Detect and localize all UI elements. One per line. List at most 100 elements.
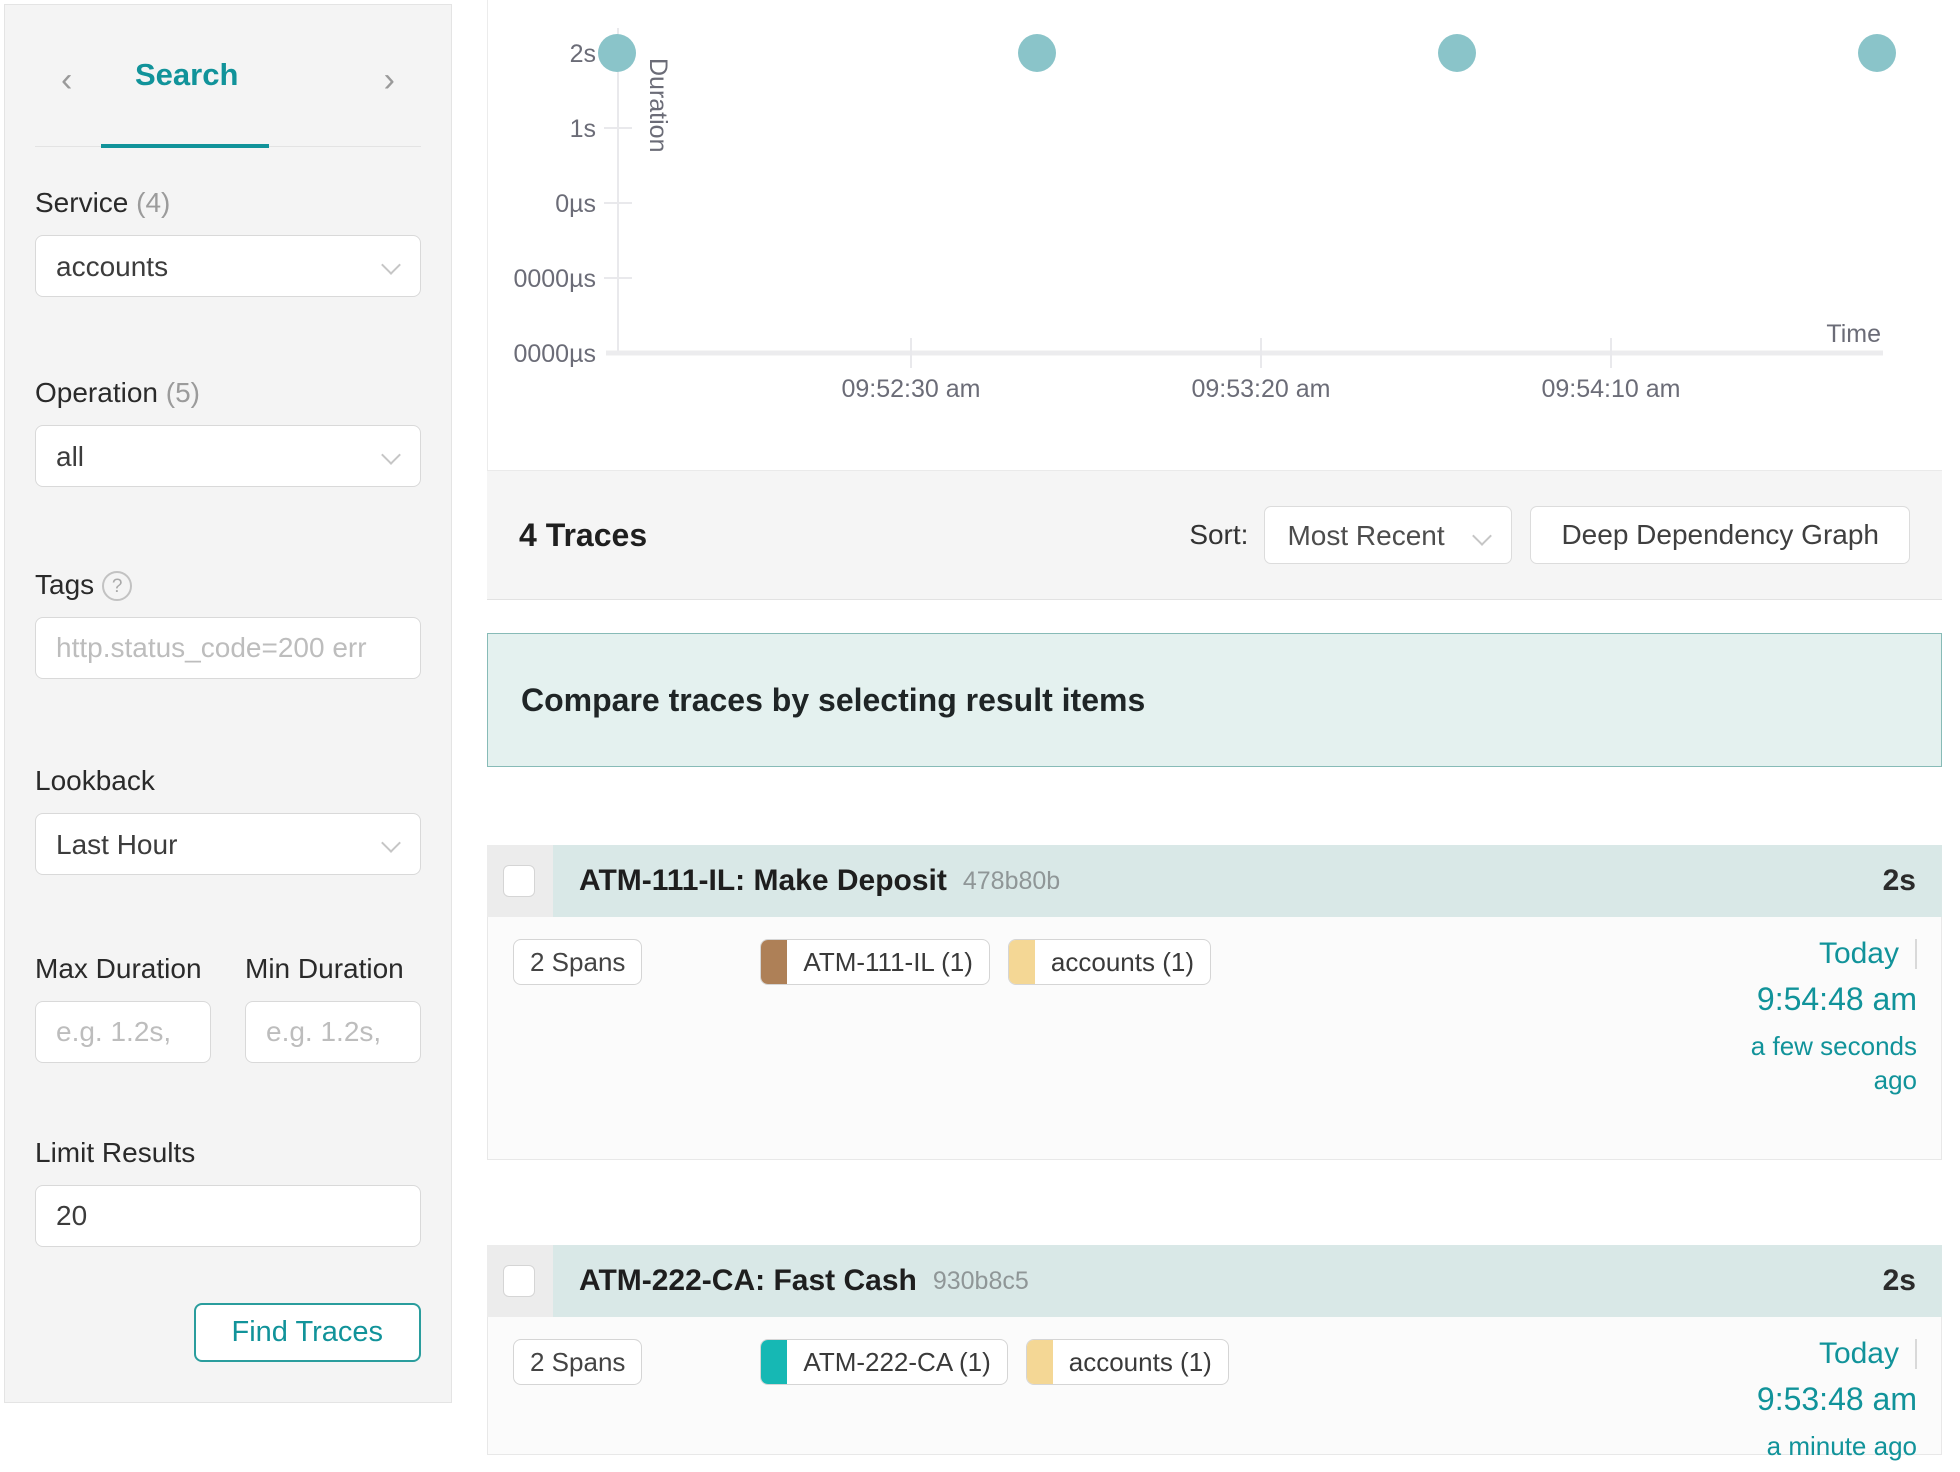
operation-count: (5) xyxy=(165,377,200,408)
duration-group: Max Duration Min Duration xyxy=(35,953,421,1063)
search-sidebar: ‹ Search › Service (4) accounts Operatio… xyxy=(4,4,452,1403)
y-tick-label: 2s xyxy=(570,40,596,68)
service-tag-label: ATM-222-CA (1) xyxy=(803,1347,991,1377)
tags-input-box xyxy=(35,617,421,679)
service-select-value: accounts xyxy=(56,251,169,282)
sort-label: Sort: xyxy=(1189,519,1249,550)
limit-input[interactable] xyxy=(36,1186,420,1246)
service-color-swatch xyxy=(1008,940,1035,984)
service-tags: ATM-222-CA (1) accounts (1) xyxy=(760,1339,1229,1385)
limit-label: Limit Results xyxy=(35,1137,196,1168)
scatter-svg: 2s 1s 0µs 0000µs 0000µs Duration Time 09… xyxy=(513,28,1896,403)
service-color-swatch xyxy=(1026,1340,1053,1384)
trace-id: 930b8c5 xyxy=(932,1266,1029,1295)
trace-count-label: 4 Traces xyxy=(519,516,648,553)
sidebar-tab-bar: ‹ Search › xyxy=(35,5,421,148)
checkbox-cell xyxy=(487,845,553,917)
tab-search[interactable]: Search xyxy=(135,57,239,92)
trace-time-info: Today 9:54:48 am a few seconds ago xyxy=(1745,937,1917,1098)
date-divider xyxy=(1915,1339,1917,1369)
trace-result-card[interactable]: ATM-222-CA: Fast Cash 930b8c5 2s 2 Spans… xyxy=(487,1245,1942,1461)
service-tag: accounts (1) xyxy=(1025,1339,1229,1385)
active-tab-underline xyxy=(101,144,269,148)
x-tick-label: 09:54:10 am xyxy=(1542,375,1681,403)
tags-input[interactable] xyxy=(36,618,420,678)
trace-card-body: 2 Spans ATM-111-IL (1) accounts (1) Toda… xyxy=(487,917,1942,1160)
compare-banner-text: Compare traces by selecting result items xyxy=(521,681,1146,718)
trace-select-checkbox[interactable] xyxy=(503,1265,535,1297)
checkbox-cell xyxy=(487,1245,553,1317)
chevron-down-icon xyxy=(1472,526,1493,546)
chevron-down-icon xyxy=(381,255,401,275)
chevron-right-icon[interactable]: › xyxy=(383,61,395,99)
trace-relative-time: a minute ago xyxy=(1766,1431,1917,1461)
scatter-point[interactable] xyxy=(1438,34,1476,72)
chevron-down-icon xyxy=(381,445,401,465)
service-label: Service (4) xyxy=(35,187,171,218)
service-tag-label: accounts (1) xyxy=(1068,1347,1212,1377)
operation-group: Operation (5) all xyxy=(35,377,421,487)
trace-relative-time: a few seconds ago xyxy=(1750,1031,1917,1095)
y-tick-label: 0000µs xyxy=(513,265,596,293)
y-tick-label: 1s xyxy=(570,115,596,143)
scatter-point[interactable] xyxy=(1858,34,1896,72)
trace-title[interactable]: ATM-111-IL: Make Deposit xyxy=(579,864,947,897)
trace-duration: 2s xyxy=(1882,1264,1916,1297)
trace-card-header: ATM-111-IL: Make Deposit 478b80b 2s xyxy=(487,845,1942,917)
service-tag: ATM-111-IL (1) xyxy=(760,939,990,985)
y-tick-label: 0µs xyxy=(555,190,596,218)
trace-result-card[interactable]: ATM-111-IL: Make Deposit 478b80b 2s 2 Sp… xyxy=(487,845,1942,1160)
trace-timestamp: 9:54:48 am xyxy=(1756,981,1917,1017)
service-tag: accounts (1) xyxy=(1007,939,1211,985)
span-count-chip: 2 Spans xyxy=(513,1339,643,1385)
service-color-swatch xyxy=(761,1340,788,1384)
find-traces-button[interactable]: Find Traces xyxy=(193,1303,421,1362)
service-tag-label: ATM-111-IL (1) xyxy=(803,947,973,977)
sort-select-value: Most Recent xyxy=(1287,520,1445,551)
trace-scatter-points[interactable] xyxy=(598,34,1896,72)
lookback-group: Lookback Last Hour xyxy=(35,765,421,875)
chevron-left-icon[interactable]: ‹ xyxy=(61,61,73,99)
min-duration-label: Min Duration xyxy=(245,953,404,984)
help-icon[interactable]: ? xyxy=(102,571,133,601)
x-axis-title: Time xyxy=(1826,320,1881,348)
scatter-point[interactable] xyxy=(598,34,636,72)
service-select[interactable]: accounts xyxy=(35,235,421,297)
y-tick-label: 0000µs xyxy=(513,340,596,368)
max-duration-input[interactable] xyxy=(36,1002,210,1062)
tags-group: Tags? xyxy=(35,569,421,679)
service-color-swatch xyxy=(761,940,788,984)
tags-label: Tags? xyxy=(35,569,421,601)
x-tick-label: 09:53:20 am xyxy=(1192,375,1331,403)
min-duration-col: Min Duration xyxy=(245,953,421,1063)
trace-select-checkbox[interactable] xyxy=(503,865,535,897)
sort-select[interactable]: Most Recent xyxy=(1264,506,1513,564)
deep-dependency-graph-button[interactable]: Deep Dependency Graph xyxy=(1530,506,1910,564)
trace-title[interactable]: ATM-222-CA: Fast Cash xyxy=(579,1264,917,1297)
trace-id: 478b80b xyxy=(962,866,1061,895)
trace-date: Today xyxy=(1818,1337,1899,1370)
results-header-bar: 4 Traces Sort: Most Recent Deep Dependen… xyxy=(487,470,1942,600)
service-count: (4) xyxy=(136,187,171,218)
max-duration-label: Max Duration xyxy=(35,953,202,984)
min-duration-input[interactable] xyxy=(246,1002,420,1062)
date-divider xyxy=(1915,939,1917,969)
compare-banner: Compare traces by selecting result items xyxy=(487,633,1942,767)
operation-label: Operation (5) xyxy=(35,377,200,408)
trace-time-info: Today 9:53:48 am a minute ago xyxy=(1757,1337,1917,1464)
lookback-select[interactable]: Last Hour xyxy=(35,813,421,875)
x-tick-label: 09:52:30 am xyxy=(842,375,981,403)
scatter-point[interactable] xyxy=(1018,34,1056,72)
limit-box xyxy=(35,1185,421,1247)
max-duration-col: Max Duration xyxy=(35,953,211,1063)
operation-select[interactable]: all xyxy=(35,425,421,487)
trace-duration: 2s xyxy=(1882,864,1916,897)
service-tags: ATM-111-IL (1) accounts (1) xyxy=(760,939,1211,985)
limit-group: Limit Results xyxy=(35,1137,421,1247)
trace-timestamp: 9:53:48 am xyxy=(1756,1381,1917,1417)
service-tag: ATM-222-CA (1) xyxy=(760,1339,1008,1385)
min-duration-box xyxy=(245,1001,421,1063)
y-axis-title: Duration xyxy=(644,58,672,153)
trace-card-body: 2 Spans ATM-222-CA (1) accounts (1) Toda… xyxy=(487,1317,1942,1461)
